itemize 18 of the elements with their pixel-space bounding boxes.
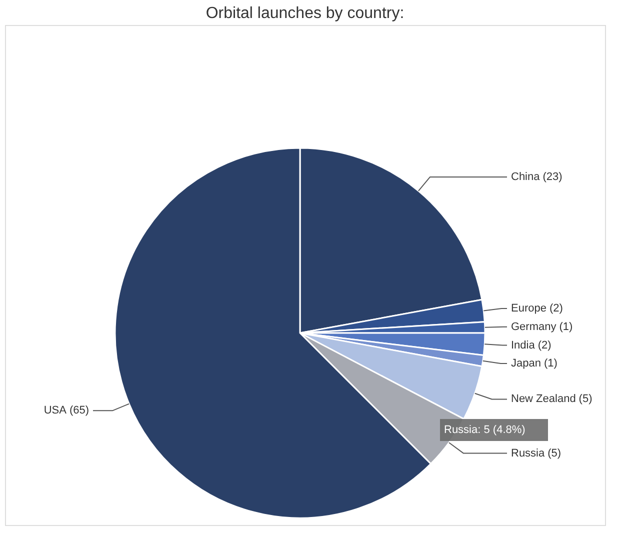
- data-label: (1): [559, 320, 573, 333]
- slice-label: Germany: [511, 320, 557, 333]
- slice-label: Japan: [511, 358, 541, 370]
- slice-label: Russia: [511, 447, 546, 460]
- data-label: (5): [578, 393, 592, 406]
- slice-label: New Zealand: [511, 393, 576, 406]
- chart-title: Orbital launches by country:: [206, 5, 404, 22]
- data-label: (2): [538, 339, 552, 352]
- slice-label: India: [511, 339, 536, 352]
- slice-label: China: [511, 171, 541, 184]
- data-label: (65): [69, 404, 89, 417]
- slice-label: USA: [44, 404, 68, 417]
- data-label: (2): [549, 302, 563, 315]
- data-label: (23): [542, 171, 562, 184]
- data-label: (5): [548, 447, 562, 460]
- text: Russia: 5 (4.8%): [444, 424, 526, 436]
- slice-label: Europe: [511, 302, 546, 315]
- data-label: (1): [544, 358, 558, 370]
